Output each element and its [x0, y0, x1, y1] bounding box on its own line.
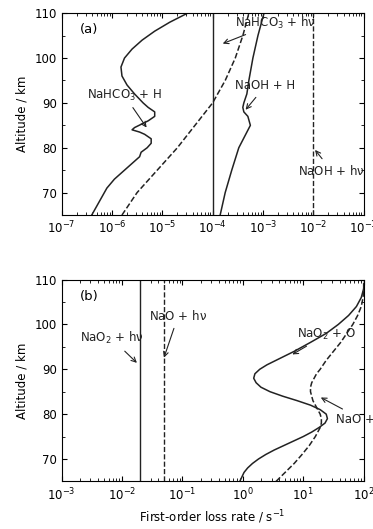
Text: NaHCO$_3$ + H: NaHCO$_3$ + H — [87, 87, 162, 126]
Text: NaOH + $h\nu$: NaOH + $h\nu$ — [298, 151, 365, 178]
Text: (b): (b) — [80, 290, 98, 303]
Text: NaO$_2$ + O: NaO$_2$ + O — [294, 327, 356, 354]
Y-axis label: Altitude / km: Altitude / km — [16, 76, 29, 152]
Text: NaHCO$_3$ + $h\nu$: NaHCO$_3$ + $h\nu$ — [224, 15, 316, 43]
Text: (a): (a) — [80, 23, 98, 37]
Text: NaO$_2$ + $h\nu$: NaO$_2$ + $h\nu$ — [80, 331, 143, 362]
Text: NaO + $h\nu$: NaO + $h\nu$ — [149, 309, 207, 357]
Y-axis label: Altitude / km: Altitude / km — [16, 342, 29, 418]
Text: NaOH + H: NaOH + H — [235, 79, 295, 109]
X-axis label: First-order loss rate / s$^{-1}$: First-order loss rate / s$^{-1}$ — [140, 508, 286, 526]
Text: NaO + O: NaO + O — [322, 398, 373, 426]
